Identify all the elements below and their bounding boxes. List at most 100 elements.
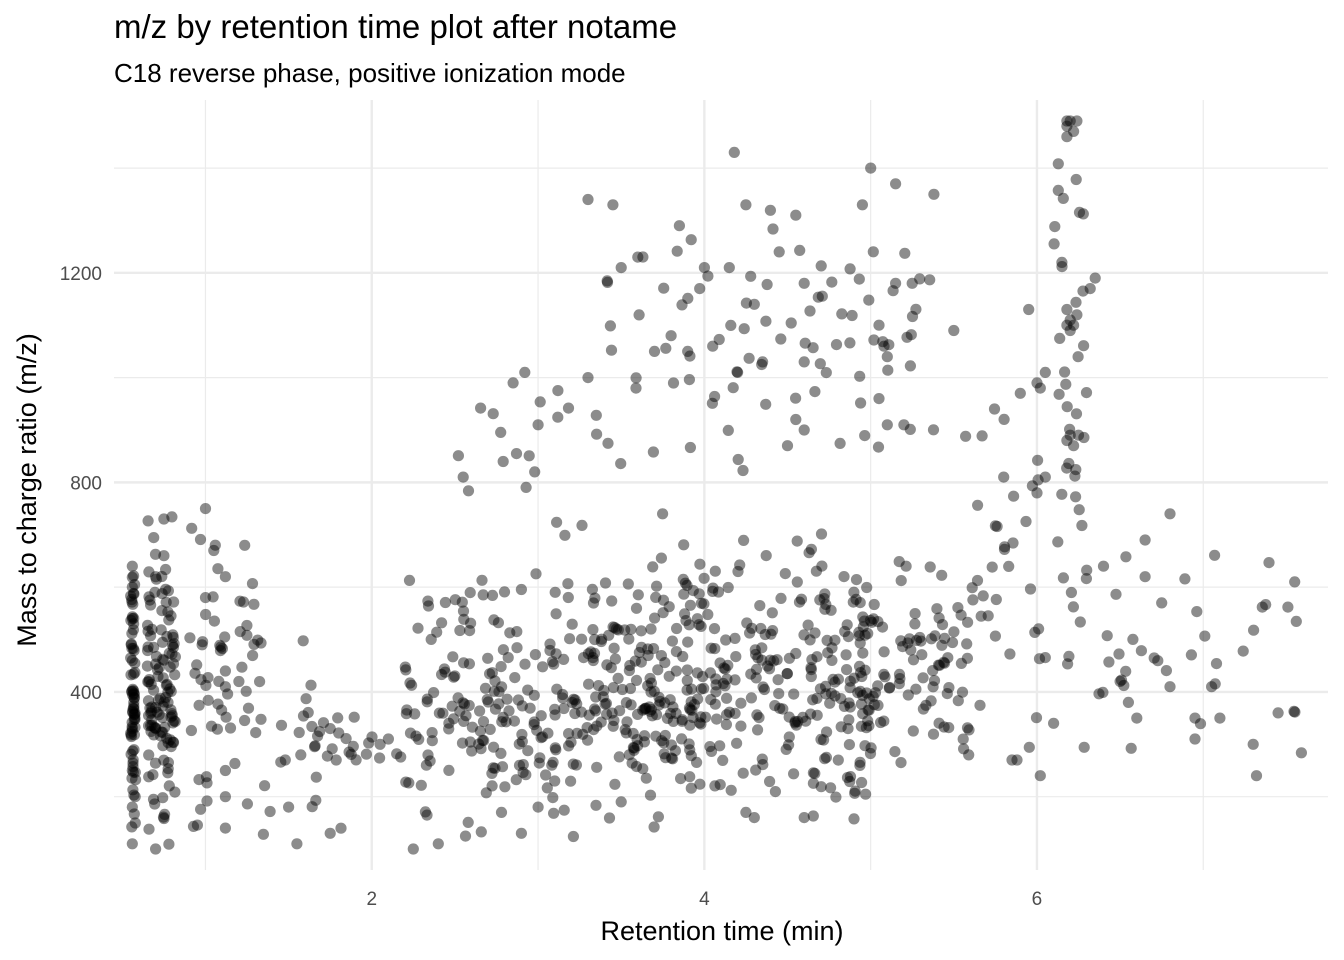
data-point [143,823,155,835]
data-point [167,736,179,748]
data-point [128,692,140,704]
data-point [194,533,207,546]
data-point [841,772,854,784]
data-point [534,752,546,764]
data-point [477,734,489,747]
data-point [861,581,873,594]
data-point [448,713,460,725]
data-point [576,519,588,532]
data-point [890,277,902,289]
data-point [991,520,1003,533]
data-point [321,750,333,762]
data-point [404,677,416,689]
data-point [839,625,851,638]
data-point [156,605,168,617]
data-point [1179,573,1191,585]
data-point [168,715,180,727]
data-point [431,626,443,638]
data-point [589,592,601,604]
data-point [853,630,865,642]
data-point [632,740,644,752]
data-point [535,710,547,722]
data-point [655,650,668,662]
data-point [732,565,744,578]
data-point [721,673,733,685]
data-point [893,678,905,690]
data-point [164,683,176,695]
x-axis-title: Retention time (min) [600,916,843,946]
y-tick-label: 400 [70,683,102,704]
data-point [400,776,412,788]
data-point [216,704,228,716]
data-point [647,643,660,655]
data-point [635,656,647,668]
data-point [157,811,170,823]
data-point [767,223,779,235]
data-point [682,636,694,648]
data-point [546,759,558,771]
data-point [745,668,757,680]
data-point [859,430,871,442]
data-point [628,744,640,756]
data-point [661,712,674,725]
data-point [998,471,1010,483]
data-point [619,724,631,736]
data-point [639,702,651,714]
data-point [489,762,501,774]
data-point [656,735,668,747]
data-point [152,670,164,683]
data-point [497,644,509,656]
data-point [347,740,359,753]
data-point [1061,120,1073,132]
data-point [832,673,845,685]
data-point [790,413,802,426]
data-point [151,706,163,718]
data-point [1074,616,1086,628]
data-point [583,678,595,690]
data-point [657,508,669,520]
data-point [157,740,169,752]
data-point [541,782,553,794]
data-point [1093,688,1105,700]
data-point [1032,474,1044,486]
data-point [1103,656,1115,668]
data-point [1089,272,1101,284]
data-point [558,804,570,816]
data-point [709,565,721,577]
data-point [540,769,552,781]
data-point [128,685,140,697]
data-point [474,725,486,737]
data-point [633,646,646,659]
data-point [961,638,973,650]
data-point [187,820,200,833]
data-point [222,688,234,700]
data-point [740,199,752,211]
data-point [219,822,231,834]
data-point [798,356,810,368]
data-point [681,684,693,696]
data-point [1023,741,1035,753]
data-point [1061,303,1073,316]
data-point [1029,626,1041,639]
data-point [495,747,507,760]
data-point [798,812,810,824]
data-point [1164,681,1176,693]
data-point [125,727,137,739]
data-point [234,626,246,638]
data-point [1032,454,1044,466]
data-point [475,743,487,755]
data-point [867,613,880,625]
data-point [753,712,765,724]
data-point [883,682,895,694]
data-point [893,668,906,681]
data-point [719,663,731,675]
data-point [844,675,856,687]
data-point [424,755,436,767]
data-point [640,702,652,714]
data-point [898,419,910,431]
data-point [792,715,804,728]
data-point [239,539,251,551]
data-point [403,574,416,587]
data-point [645,623,657,635]
data-point [158,696,170,708]
